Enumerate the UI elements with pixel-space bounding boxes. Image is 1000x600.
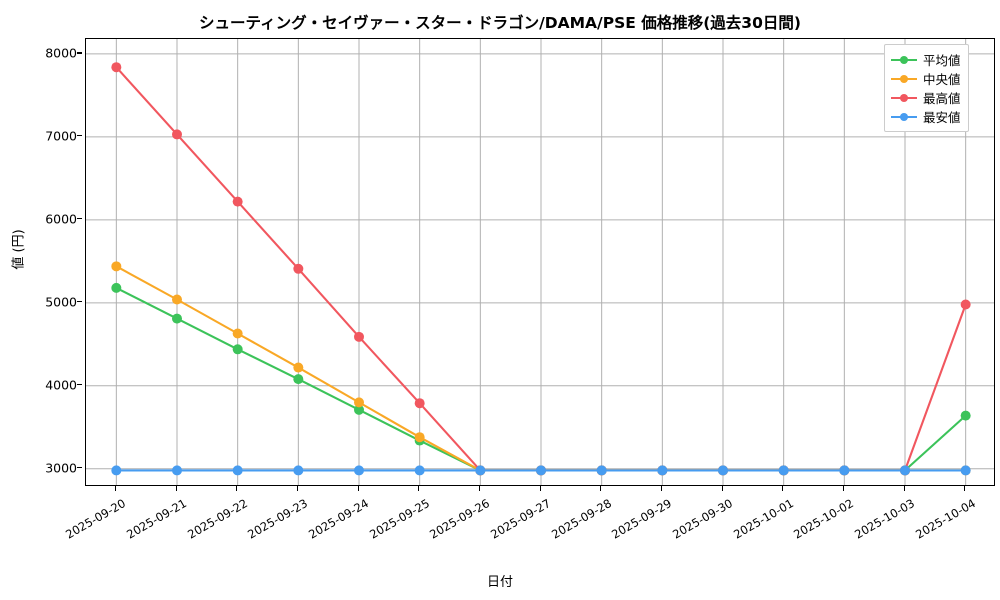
data-point[interactable] <box>172 313 182 324</box>
data-point[interactable] <box>293 263 304 274</box>
data-point[interactable] <box>718 465 728 476</box>
chart-title: シューティング・セイヴァー・スター・ドラゴン/DAMA/PSE 価格推移(過去3… <box>199 14 801 32</box>
data-point[interactable] <box>657 465 668 476</box>
y-tick-mark <box>77 301 82 303</box>
legend-swatch-icon <box>891 111 917 123</box>
data-point[interactable] <box>172 465 182 476</box>
data-point[interactable] <box>293 465 304 476</box>
legend-item-3[interactable]: 最高値 <box>891 88 961 107</box>
data-point[interactable] <box>111 62 122 73</box>
series-4 <box>111 465 971 476</box>
data-point[interactable] <box>354 331 364 342</box>
data-point[interactable] <box>172 294 182 305</box>
data-point[interactable] <box>354 397 364 408</box>
data-point[interactable] <box>536 465 546 476</box>
data-point[interactable] <box>960 299 971 310</box>
x-tick-mark <box>539 486 541 491</box>
y-tick-label: 6000 <box>45 211 77 227</box>
data-point[interactable] <box>900 465 910 476</box>
plot-area <box>85 38 995 486</box>
legend-swatch-icon <box>891 54 917 66</box>
x-tick-mark <box>478 486 480 491</box>
legend-item-4[interactable]: 最安値 <box>891 107 961 126</box>
x-tick-mark <box>964 486 966 491</box>
data-point[interactable] <box>111 465 122 476</box>
legend-marker-dot <box>900 93 908 102</box>
y-tick-mark <box>77 384 82 386</box>
y-tick-label: 8000 <box>45 45 77 61</box>
y-axis-tick-labels: 3000 4000 5000 6000 7000 8000 <box>20 0 77 600</box>
y-tick-mark <box>77 218 82 220</box>
legend-label: 最高値 <box>923 91 961 106</box>
data-point[interactable] <box>354 465 364 476</box>
x-tick-mark <box>600 486 602 491</box>
legend-label: 最安値 <box>923 110 961 125</box>
data-point[interactable] <box>778 465 789 476</box>
data-point[interactable] <box>414 432 425 443</box>
data-point[interactable] <box>232 465 243 476</box>
plot-svg <box>86 39 994 485</box>
data-point[interactable] <box>232 344 243 355</box>
y-tick-mark <box>77 52 82 54</box>
data-point[interactable] <box>839 465 850 476</box>
legend-swatch-icon <box>891 92 917 104</box>
chart-legend: 平均値中央値最高値最安値 <box>884 44 969 132</box>
x-tick-mark <box>782 486 784 491</box>
y-tick-label: 7000 <box>45 128 77 144</box>
x-tick-mark <box>842 486 844 491</box>
y-tick-label: 4000 <box>45 377 77 393</box>
data-point[interactable] <box>475 465 486 476</box>
x-tick-mark <box>357 486 359 491</box>
data-point[interactable] <box>293 374 304 385</box>
legend-label: 中央値 <box>923 72 961 87</box>
data-point[interactable] <box>354 404 364 415</box>
data-point[interactable] <box>960 410 971 421</box>
y-tick-mark <box>77 467 82 469</box>
x-tick-mark <box>418 486 420 491</box>
y-tick-label: 5000 <box>45 294 77 310</box>
x-tick-mark <box>660 486 662 491</box>
data-point[interactable] <box>293 362 304 373</box>
x-axis-label: 日付 <box>486 575 513 590</box>
x-tick-mark <box>175 486 177 491</box>
x-tick-mark <box>114 486 116 491</box>
data-point[interactable] <box>111 282 122 293</box>
x-tick-mark <box>236 486 238 491</box>
y-tick-label: 3000 <box>45 460 77 476</box>
data-point[interactable] <box>232 328 243 339</box>
legend-marker-dot <box>900 55 908 64</box>
data-point[interactable] <box>232 196 243 207</box>
legend-item-2[interactable]: 中央値 <box>891 69 961 88</box>
x-tick-mark <box>296 486 298 491</box>
data-point[interactable] <box>960 465 971 476</box>
legend-label: 平均値 <box>923 53 961 68</box>
legend-swatch-icon <box>891 73 917 85</box>
data-point[interactable] <box>414 465 425 476</box>
legend-marker-dot <box>900 74 908 83</box>
legend-marker-dot <box>900 112 908 121</box>
x-tick-mark <box>903 486 905 491</box>
data-point[interactable] <box>596 465 607 476</box>
legend-item-1[interactable]: 平均値 <box>891 50 961 69</box>
y-axis-label: 値 (円) <box>11 229 27 270</box>
y-tick-mark <box>77 135 82 137</box>
data-point[interactable] <box>414 398 425 409</box>
data-point[interactable] <box>172 129 182 140</box>
data-point[interactable] <box>111 261 122 272</box>
x-tick-mark <box>721 486 723 491</box>
